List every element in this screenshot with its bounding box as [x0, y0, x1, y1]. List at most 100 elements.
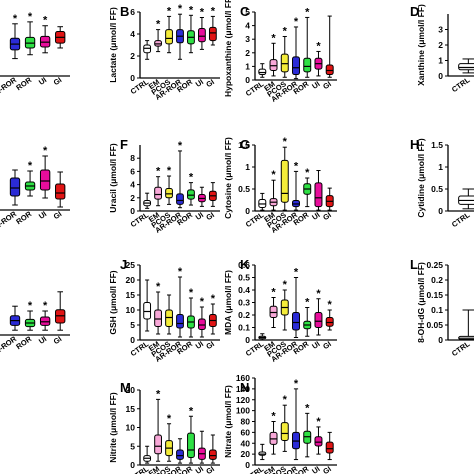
box-ctrl: [258, 443, 267, 461]
x-group-label: ROR: [14, 334, 33, 351]
significance-asterisk: *: [167, 165, 172, 177]
box-body: [208, 449, 217, 460]
box-gi: *: [325, 299, 334, 331]
box-ror: *: [303, 6, 312, 78]
y-tick-label: 0: [130, 73, 135, 83]
x-group-label: GI: [204, 464, 216, 474]
box-gi: [208, 182, 217, 207]
significance-asterisk: *: [294, 16, 299, 28]
y-tick-label: 6: [130, 166, 135, 176]
box-body: [154, 434, 162, 455]
significance-asterisk: *: [178, 3, 183, 15]
y-tick-label: 2: [245, 48, 250, 58]
box-gi: *: [208, 293, 217, 335]
x-group-label: EM: [147, 464, 161, 474]
y-tick-label: 3: [438, 25, 443, 35]
x-group-label: GI: [321, 210, 333, 222]
y-axis-label: GSH (μmol/l FF): [108, 270, 118, 334]
x-group-label: GI: [52, 75, 64, 87]
box-em: *: [154, 166, 162, 207]
box-gi: [55, 291, 66, 331]
y-tick-label: 10: [126, 305, 136, 315]
box-ar-ror: *: [9, 13, 21, 60]
box-body: [258, 68, 267, 76]
box-body: [154, 186, 162, 200]
y-tick-label: 1: [245, 61, 250, 71]
box-body: [187, 189, 195, 200]
y-tick-label: 0.25: [426, 260, 443, 270]
significance-asterisk: *: [294, 378, 299, 390]
x-group-label: UI: [310, 339, 321, 351]
panel-k: 0 0.1 0.2 0.3 0.4 0.5 0.6 MDA (μmol/l FF) K * * * * *…: [223, 257, 337, 364]
box-pcos: *: [280, 136, 289, 211]
y-tick-label: 2: [438, 40, 443, 50]
box-ui: [198, 430, 206, 464]
y-tick-label: 0: [438, 206, 443, 216]
significance-asterisk: *: [178, 266, 183, 278]
box-body: [143, 302, 152, 320]
box-pcos: *: [165, 5, 173, 54]
x-group-label: CTRL: [450, 339, 472, 358]
box-em: *: [269, 411, 278, 455]
significance-asterisk: *: [294, 160, 299, 172]
significance-asterisk: *: [211, 293, 216, 305]
y-tick-label: 5: [130, 441, 135, 451]
y-tick-label: 1: [438, 162, 443, 172]
box-body: [176, 449, 184, 460]
panel-letter: M: [120, 380, 131, 395]
y-tick-label: 140: [236, 384, 250, 394]
x-group-label: GI: [321, 339, 333, 351]
y-tick-label: 5: [130, 320, 135, 330]
panel-letter: L: [410, 257, 418, 272]
box-ui: *: [198, 7, 206, 50]
box-ui: *: [314, 416, 323, 455]
box-ctrl: [143, 192, 152, 209]
box-ui: *: [39, 15, 51, 54]
box-ctrl: [458, 58, 474, 74]
box-ror: *: [187, 172, 195, 206]
x-group-label: UI: [37, 334, 48, 346]
box-body: [154, 309, 162, 327]
box-ror: *: [24, 11, 36, 56]
box-body: [165, 309, 173, 327]
box-ui: [198, 186, 206, 207]
x-group-label: ROR: [14, 75, 33, 92]
x-group-label: GI: [204, 339, 216, 351]
x-group-label: CTRL: [450, 210, 472, 229]
box-ui: [314, 170, 323, 211]
x-group-label: UI: [37, 75, 48, 87]
significance-asterisk: *: [167, 5, 172, 17]
box-ror: *: [187, 287, 195, 338]
panel-letter: J: [120, 257, 127, 272]
x-group-label: GI: [321, 464, 333, 474]
significance-asterisk: *: [189, 287, 194, 299]
y-tick-label: 0: [245, 206, 250, 216]
y-axis-label: MDA (μmol/l FF): [223, 270, 233, 335]
y-tick-label: 6: [130, 7, 135, 17]
y-tick-label: 20: [241, 449, 251, 459]
box-ctrl: [258, 63, 267, 78]
significance-asterisk: *: [271, 411, 276, 423]
y-tick-label: 0: [245, 335, 250, 345]
box-body: [458, 63, 474, 71]
significance-asterisk: *: [316, 288, 321, 300]
y-tick-label: 1: [438, 56, 443, 66]
box-body: [269, 305, 278, 318]
box-ar-ror: *: [176, 266, 184, 338]
box-ar-ror: *: [292, 16, 300, 80]
y-tick-label: 120: [236, 395, 250, 405]
box-ror: *: [303, 297, 312, 337]
box-body: [176, 193, 184, 205]
significance-asterisk: *: [167, 413, 172, 425]
y-axis-label: Nitrate (μmol/l FF): [223, 385, 233, 458]
y-tick-label: 3: [245, 34, 250, 44]
significance-asterisk: *: [316, 40, 321, 52]
y-tick-label: 60: [241, 427, 251, 437]
box-ar-ror: [9, 169, 21, 206]
